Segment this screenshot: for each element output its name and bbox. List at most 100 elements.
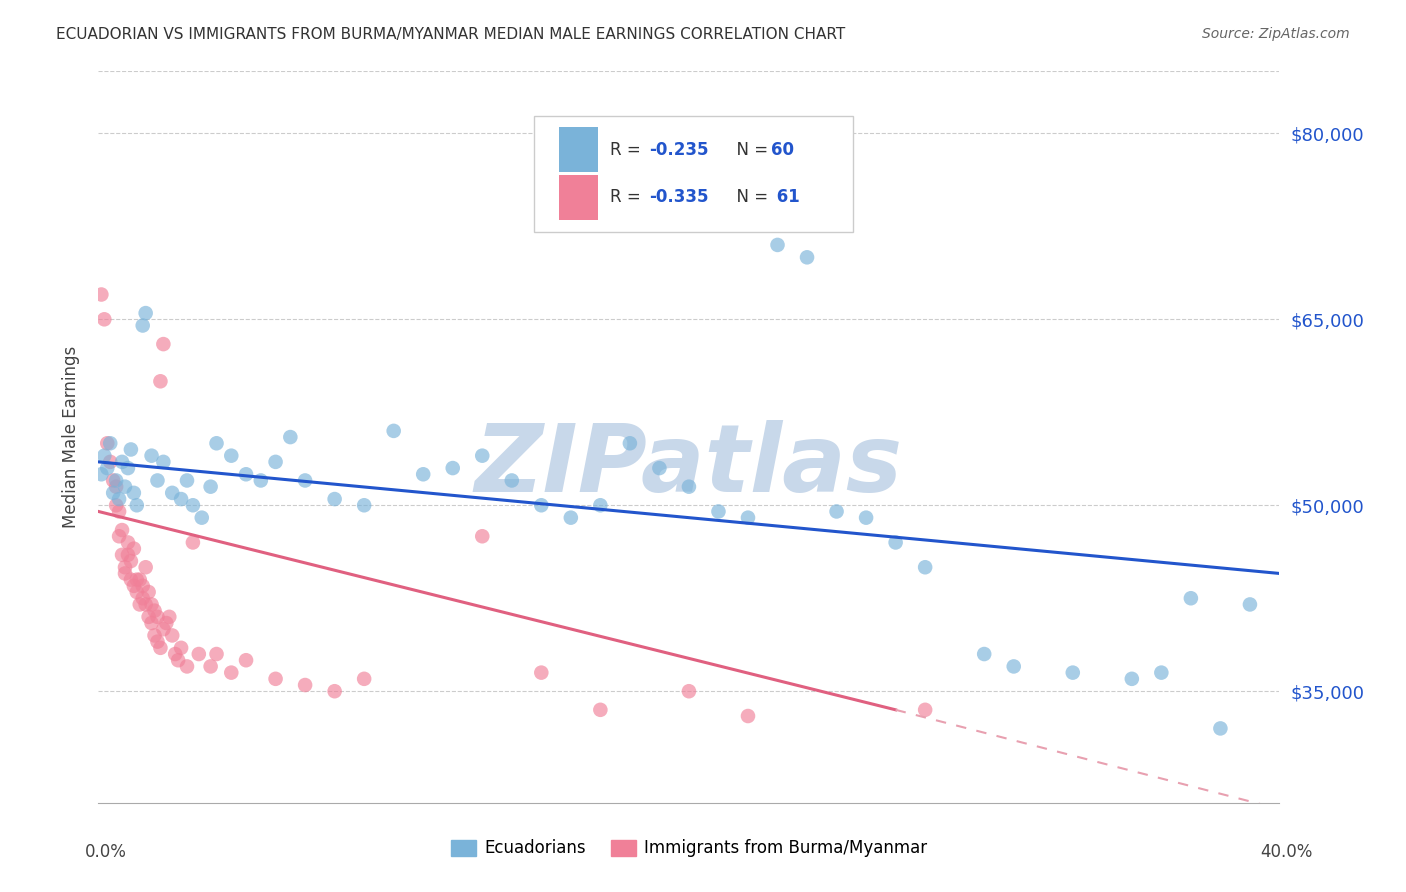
Point: [111, 548, 134, 562]
Point: [122, 486, 145, 500]
Point: [149, 640, 172, 655]
Point: [111, 455, 134, 469]
Point: [191, 510, 214, 524]
Point: [1209, 722, 1232, 736]
Point: [108, 491, 131, 506]
Point: [114, 566, 136, 581]
Text: R =: R =: [610, 188, 645, 206]
Point: [737, 510, 759, 524]
Point: [855, 510, 877, 524]
Point: [117, 535, 139, 549]
Point: [146, 474, 169, 488]
Text: ECUADORIAN VS IMMIGRANTS FROM BURMA/MYANMAR MEDIAN MALE EARNINGS CORRELATION CHA: ECUADORIAN VS IMMIGRANTS FROM BURMA/MYAN…: [56, 27, 845, 42]
Point: [93, 312, 115, 326]
Text: -0.335: -0.335: [650, 188, 709, 206]
Text: 61: 61: [772, 188, 800, 206]
Point: [441, 461, 464, 475]
Point: [162, 486, 183, 500]
Point: [796, 250, 818, 264]
Point: [353, 498, 375, 512]
Point: [1150, 665, 1173, 680]
Point: [122, 579, 145, 593]
Point: [162, 628, 183, 642]
Point: [135, 560, 157, 574]
Point: [114, 560, 136, 574]
Point: [146, 634, 169, 648]
Point: [105, 474, 128, 488]
Point: [471, 529, 494, 543]
Point: [1062, 665, 1084, 680]
Text: Source: ZipAtlas.com: Source: ZipAtlas.com: [1202, 27, 1350, 41]
Point: [973, 647, 995, 661]
Point: [200, 480, 222, 494]
Point: [135, 306, 157, 320]
Point: [93, 449, 115, 463]
Point: [1002, 659, 1025, 673]
Point: [90, 287, 112, 301]
Point: [181, 498, 204, 512]
Point: [737, 709, 759, 723]
Point: [120, 442, 142, 457]
Point: [103, 474, 125, 488]
Point: [125, 498, 148, 512]
Point: [152, 337, 174, 351]
Point: [98, 436, 121, 450]
Point: [111, 523, 134, 537]
Point: [181, 535, 204, 549]
Point: [323, 491, 346, 506]
Point: [530, 665, 553, 680]
Point: [120, 554, 142, 568]
Point: [678, 480, 700, 494]
Point: [382, 424, 405, 438]
Point: [170, 640, 193, 655]
Point: [353, 672, 375, 686]
Point: [560, 510, 582, 524]
Point: [170, 491, 193, 506]
Point: [1121, 672, 1143, 686]
Point: [914, 703, 936, 717]
Text: 40.0%: 40.0%: [1260, 843, 1313, 861]
Point: [149, 374, 172, 388]
Point: [264, 672, 287, 686]
Point: [117, 461, 139, 475]
Point: [205, 647, 228, 661]
Point: [90, 467, 112, 482]
Point: [235, 467, 257, 482]
Point: [108, 504, 131, 518]
Text: N =: N =: [727, 188, 773, 206]
Y-axis label: Median Male Earnings: Median Male Earnings: [62, 346, 80, 528]
Point: [132, 591, 155, 606]
Point: [143, 628, 166, 642]
Point: [294, 474, 316, 488]
Point: [167, 653, 190, 667]
Point: [187, 647, 209, 661]
Point: [825, 504, 848, 518]
Point: [128, 573, 150, 587]
Point: [235, 653, 257, 667]
Point: [98, 455, 121, 469]
Point: [128, 598, 150, 612]
Point: [125, 585, 148, 599]
Point: [501, 474, 523, 488]
Point: [648, 461, 671, 475]
Point: [412, 467, 434, 482]
Point: [176, 474, 198, 488]
Point: [135, 598, 157, 612]
Text: -0.235: -0.235: [650, 141, 709, 159]
Point: [471, 449, 494, 463]
Point: [120, 573, 142, 587]
Point: [589, 703, 612, 717]
Text: ZIPatlas: ZIPatlas: [475, 420, 903, 512]
Point: [146, 610, 169, 624]
Point: [96, 461, 118, 475]
Point: [132, 579, 155, 593]
Point: [294, 678, 316, 692]
Point: [105, 480, 128, 494]
Point: [152, 455, 174, 469]
Point: [200, 659, 222, 673]
Point: [766, 238, 789, 252]
Point: [280, 430, 302, 444]
Point: [108, 529, 131, 543]
Point: [103, 486, 125, 500]
Text: 0.0%: 0.0%: [84, 843, 127, 861]
